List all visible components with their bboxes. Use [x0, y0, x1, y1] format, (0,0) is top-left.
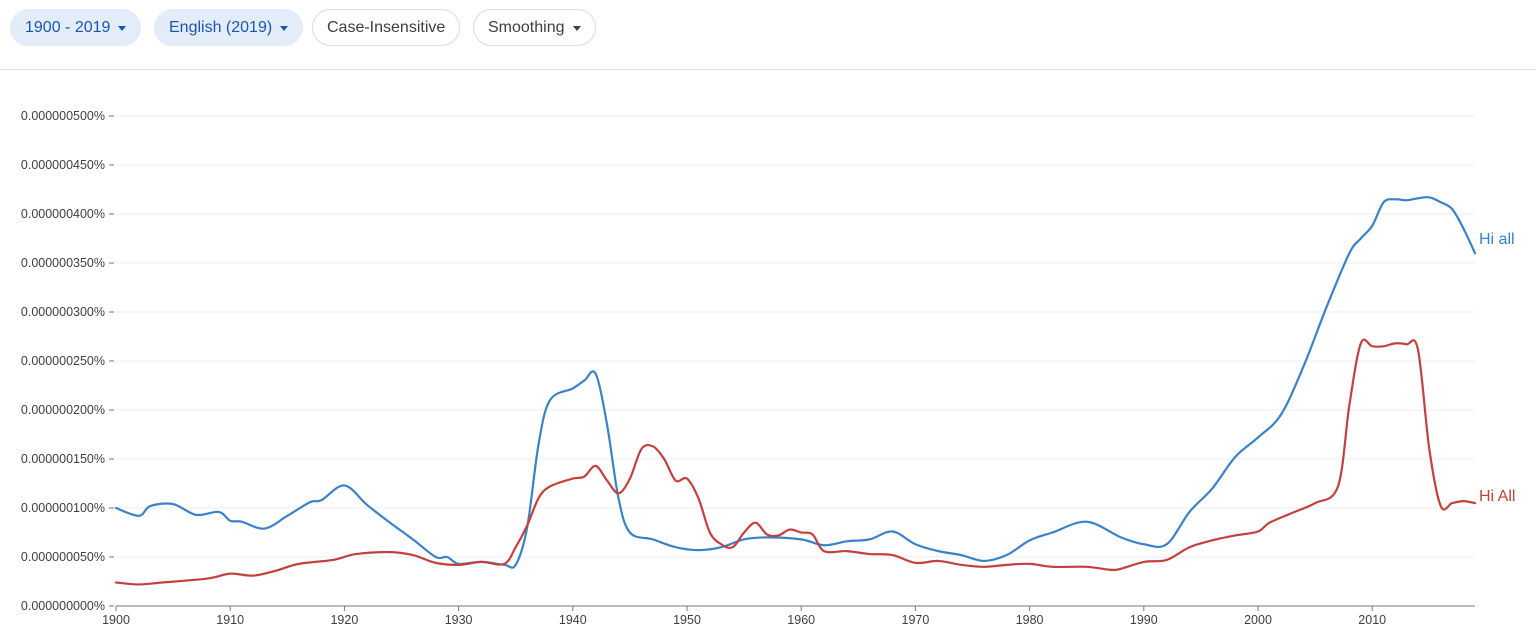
- x-tick-label: 2000: [1244, 613, 1272, 627]
- smoothing-label: Smoothing: [488, 18, 565, 36]
- x-tick-label: 1950: [673, 613, 701, 627]
- axes: 0.000000000% 0.000000050% 0.000000100% 0.00…: [21, 109, 1475, 627]
- year-range-dropdown[interactable]: 1900 - 2019: [10, 9, 142, 46]
- y-tick-label: 0.000000250%: [21, 354, 105, 368]
- series-label[interactable]: Hi all: [1479, 231, 1515, 248]
- y-tick-label: 0.000000450%: [21, 158, 105, 172]
- y-tick-label: 0.000000000%: [21, 599, 105, 613]
- caret-down-icon: [280, 26, 289, 31]
- series-lines: [114, 196, 1477, 586]
- y-tick-label: 0.000000350%: [21, 256, 105, 270]
- toolbar: 1900 - 2019 English (2019) Case-Insensit…: [0, 0, 1536, 70]
- smoothing-dropdown[interactable]: Smoothing: [473, 9, 596, 46]
- x-tick-label: 1960: [787, 613, 815, 627]
- case-insensitive-toggle[interactable]: Case-Insensitive: [312, 9, 461, 46]
- y-tick-label: 0.000000300%: [21, 305, 105, 319]
- y-tick-label: 0.000000200%: [21, 403, 105, 417]
- x-tick-label: 1910: [216, 613, 244, 627]
- x-tick-label: 1980: [1016, 613, 1044, 627]
- y-tick-label: 0.000000500%: [21, 109, 105, 123]
- series-line-hi-all-capital[interactable]: [114, 338, 1477, 586]
- corpus-dropdown[interactable]: English (2019): [154, 9, 304, 46]
- ngram-line-chart: 0.000000000% 0.000000050% 0.000000100% 0.00…: [21, 109, 1516, 627]
- x-tick-label: 1930: [445, 613, 473, 627]
- y-tick-label: 0.000000400%: [21, 207, 105, 221]
- series-line-hi-all-lower[interactable]: [114, 196, 1477, 569]
- x-tick-label: 1990: [1130, 613, 1158, 627]
- y-tick-label: 0.000000050%: [21, 550, 105, 564]
- x-tick-label: 1900: [102, 613, 130, 627]
- x-tick-label: 1940: [559, 613, 587, 627]
- x-tick-label: 2010: [1358, 613, 1386, 627]
- x-tick-label: 1970: [902, 613, 930, 627]
- y-tick-label: 0.000000150%: [21, 452, 105, 466]
- x-tick-label: 1920: [330, 613, 358, 627]
- caret-down-icon: [118, 26, 127, 31]
- corpus-label: English (2019): [169, 18, 273, 36]
- caret-down-icon: [572, 26, 581, 31]
- series-labels: Hi all Hi All: [1479, 231, 1515, 505]
- grid-lines: [116, 115, 1475, 558]
- year-range-label: 1900 - 2019: [25, 18, 111, 36]
- case-insensitive-label: Case-Insensitive: [327, 18, 446, 36]
- y-tick-label: 0.000000100%: [21, 501, 105, 515]
- series-label[interactable]: Hi All: [1479, 488, 1515, 505]
